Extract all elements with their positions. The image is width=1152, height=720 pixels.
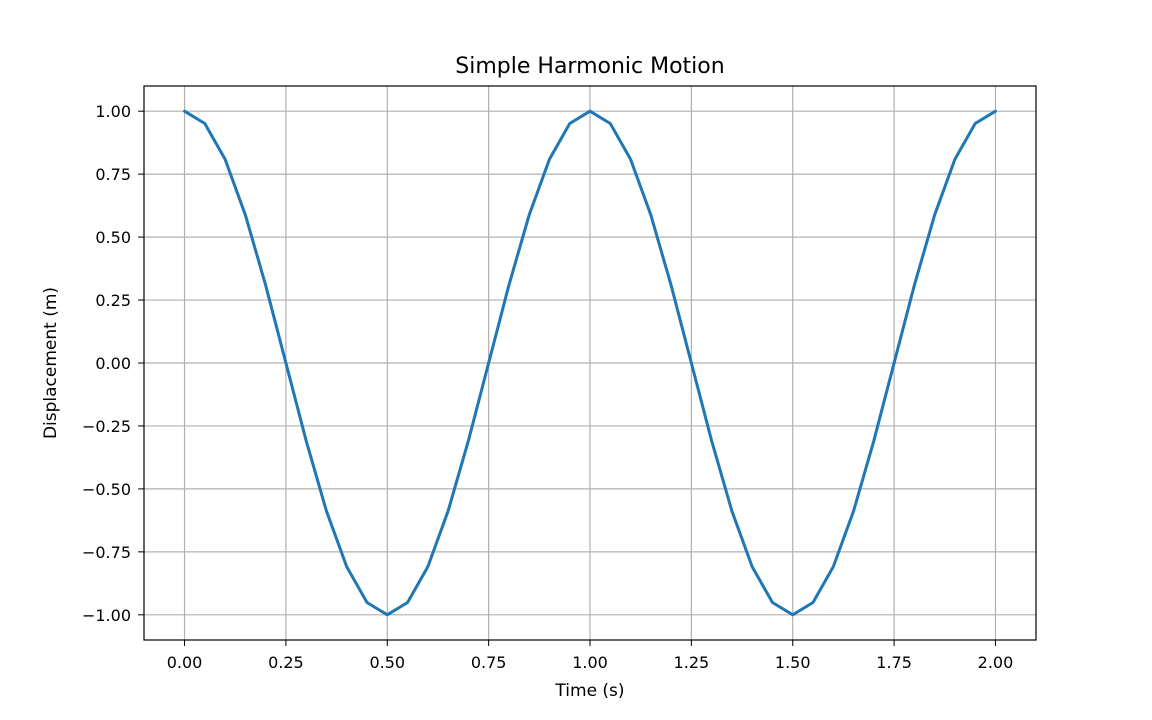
x-tick-label: 0.50 <box>369 653 405 672</box>
x-tick-label: 0.75 <box>471 653 507 672</box>
y-tick-label: −1.00 <box>82 606 131 625</box>
x-axis: 0.00 0.25 0.50 0.75 1.00 1.25 1.50 1.75 2.00 <box>167 640 1014 672</box>
y-tick-label: 0.75 <box>95 165 131 184</box>
grid <box>144 86 1036 640</box>
y-tick-label: −0.50 <box>82 480 131 499</box>
y-axis: 1.00 0.75 0.50 0.25 0.00 −0.25 −0.50 −0.75 −1.00 <box>82 102 144 625</box>
chart-title: Simple Harmonic Motion <box>455 54 724 79</box>
y-tick-label: −0.25 <box>82 417 131 436</box>
x-axis-label: Time (s) <box>554 681 624 701</box>
x-tick-label: 2.00 <box>978 653 1014 672</box>
series-line-0 <box>183 109 997 617</box>
y-tick-label: 0.00 <box>95 354 131 373</box>
x-tick-label: 1.75 <box>876 653 912 672</box>
y-tick-label: 0.50 <box>95 228 131 247</box>
x-tick-label: 1.50 <box>775 653 811 672</box>
y-axis-label: Displacement (m) <box>41 287 61 439</box>
x-tick-label: 0.00 <box>167 653 203 672</box>
series-layer <box>183 109 997 617</box>
y-tick-label: −0.75 <box>82 543 131 562</box>
y-tick-label: 1.00 <box>95 102 131 121</box>
x-tick-label: 1.25 <box>674 653 710 672</box>
x-tick-label: 1.00 <box>572 653 608 672</box>
y-tick-label: 0.25 <box>95 291 131 310</box>
x-tick-label: 0.25 <box>268 653 304 672</box>
